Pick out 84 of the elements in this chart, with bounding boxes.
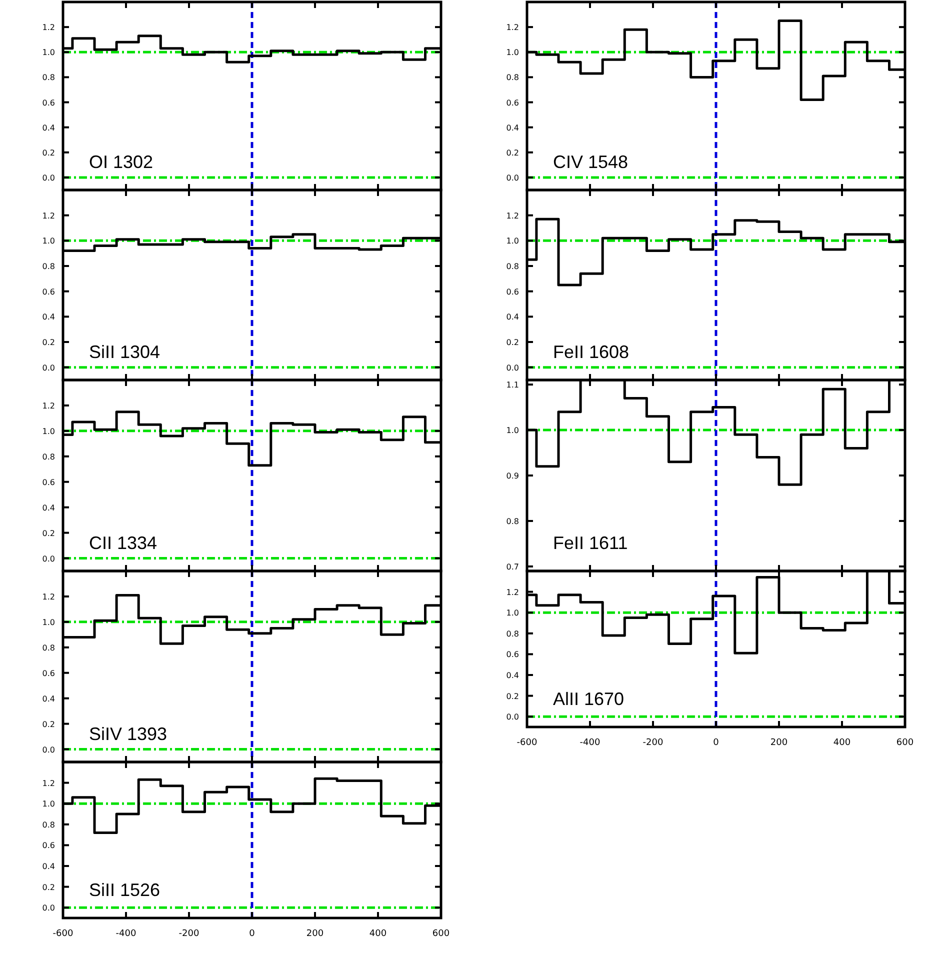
y-tick-label: 0.0 bbox=[42, 363, 55, 372]
x-tick-label: -400 bbox=[116, 929, 136, 939]
x-tick-label: -600 bbox=[516, 738, 538, 748]
x-tick-label: 200 bbox=[306, 929, 324, 939]
y-tick-label: 0.2 bbox=[506, 338, 519, 347]
y-tick-label: 1.0 bbox=[42, 618, 55, 627]
y-tick-label: 0.8 bbox=[506, 73, 519, 82]
y-tick-label: 0.6 bbox=[506, 98, 519, 108]
y-tick-label: 0.8 bbox=[42, 820, 55, 830]
y-tick-label: 1.0 bbox=[506, 608, 519, 618]
y-tick-label: 0.0 bbox=[42, 173, 55, 182]
y-tick-label: 1.0 bbox=[42, 800, 55, 809]
y-tick-label: 1.1 bbox=[506, 380, 519, 390]
text: CIV 1548 bbox=[553, 152, 628, 172]
y-tick-label: 0.4 bbox=[42, 862, 55, 871]
y-tick-label: 1.2 bbox=[506, 23, 519, 32]
y-tick-label: 0.7 bbox=[506, 562, 519, 572]
x-tick-label: 0 bbox=[713, 738, 720, 748]
y-tick-label: 1.0 bbox=[42, 236, 55, 246]
y-tick-label: 0.0 bbox=[42, 554, 55, 564]
y-tick-label: 0.2 bbox=[42, 338, 55, 347]
y-tick-label: 0.8 bbox=[42, 452, 55, 462]
text: FeII 1611 bbox=[553, 533, 628, 553]
y-tick-label: 0.8 bbox=[42, 262, 55, 271]
y-tick-label: 1.2 bbox=[42, 592, 55, 602]
y-tick-label: 0.4 bbox=[42, 503, 55, 512]
y-tick-label: 0.6 bbox=[42, 98, 55, 108]
x-tick-label: -400 bbox=[580, 738, 600, 748]
y-tick-label: 0.2 bbox=[506, 148, 519, 158]
y-tick-label: 0.4 bbox=[506, 671, 519, 680]
y-tick-label: 0.2 bbox=[506, 692, 519, 701]
y-tick-label: 0.4 bbox=[506, 123, 519, 132]
y-tick-label: 0.8 bbox=[506, 516, 519, 526]
y-tick-label: 0.0 bbox=[506, 363, 519, 372]
y-tick-label: 1.0 bbox=[42, 48, 55, 58]
x-tick-label: 200 bbox=[770, 738, 788, 748]
y-tick-label: 1.2 bbox=[506, 211, 519, 220]
y-tick-label: 0.2 bbox=[42, 882, 55, 892]
text: SiII 1526 bbox=[89, 880, 160, 900]
y-tick-label: 1.0 bbox=[506, 426, 519, 436]
y-tick-label: 0.0 bbox=[506, 173, 519, 182]
x-tick-label: 600 bbox=[432, 929, 450, 939]
y-tick-label: 0.4 bbox=[506, 312, 519, 322]
y-tick-label: 0.2 bbox=[42, 528, 55, 538]
y-tick-label: 1.2 bbox=[42, 401, 55, 410]
y-tick-label: 0.2 bbox=[42, 720, 55, 729]
x-tick-label: 600 bbox=[896, 738, 914, 748]
text: SiII 1304 bbox=[89, 342, 160, 362]
y-tick-label: 0.4 bbox=[42, 694, 55, 704]
y-tick-label: 0.6 bbox=[42, 287, 55, 296]
text: FeII 1608 bbox=[553, 342, 630, 362]
y-tick-label: 0.6 bbox=[506, 287, 519, 296]
y-tick-label: 0.8 bbox=[506, 262, 519, 271]
y-tick-label: 0.8 bbox=[42, 643, 55, 652]
y-tick-label: 0.6 bbox=[506, 650, 519, 660]
y-tick-label: 0.4 bbox=[42, 312, 55, 322]
y-tick-label: 0.0 bbox=[42, 904, 55, 913]
x-tick-label: -200 bbox=[642, 738, 664, 748]
y-tick-label: 1.0 bbox=[506, 48, 519, 58]
text: OI 1302 bbox=[89, 152, 154, 172]
y-tick-label: 1.0 bbox=[506, 236, 519, 246]
y-tick-label: 0.8 bbox=[42, 73, 55, 82]
text: SiIV 1393 bbox=[89, 724, 168, 744]
y-tick-label: 1.2 bbox=[42, 23, 55, 32]
y-tick-label: 0.4 bbox=[42, 123, 55, 132]
x-tick-label: 0 bbox=[249, 929, 256, 939]
x-tick-label: -600 bbox=[52, 929, 74, 939]
y-tick-label: 0.6 bbox=[42, 841, 55, 850]
x-tick-label: 400 bbox=[369, 929, 387, 939]
y-tick-label: 0.0 bbox=[506, 712, 519, 722]
y-tick-label: 1.2 bbox=[42, 211, 55, 220]
y-tick-label: 0.8 bbox=[506, 629, 519, 638]
text: AlII 1670 bbox=[553, 689, 624, 709]
text: CII 1334 bbox=[89, 533, 158, 553]
y-tick-label: 0.6 bbox=[42, 668, 55, 678]
y-tick-label: 1.2 bbox=[506, 588, 519, 597]
x-tick-label: 400 bbox=[833, 738, 851, 748]
y-tick-label: 1.2 bbox=[42, 778, 55, 788]
y-tick-label: 0.6 bbox=[42, 478, 55, 487]
y-tick-label: 1.0 bbox=[42, 426, 55, 436]
y-tick-label: 0.0 bbox=[42, 745, 55, 754]
y-tick-label: 0.9 bbox=[506, 472, 519, 480]
y-tick-label: 0.2 bbox=[42, 148, 55, 158]
x-tick-label: -200 bbox=[178, 929, 200, 939]
